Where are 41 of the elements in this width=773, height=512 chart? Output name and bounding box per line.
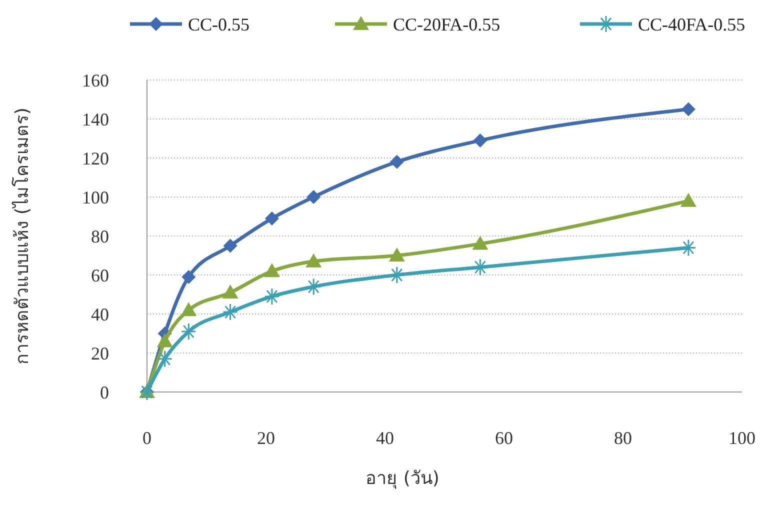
legend-label: CC-0.55 xyxy=(188,14,250,34)
point xyxy=(180,322,196,340)
x-tick-label: 60 xyxy=(495,428,513,448)
point xyxy=(264,211,279,226)
point xyxy=(306,278,322,296)
y-tick-label: 60 xyxy=(91,265,109,286)
y-tick-label: 20 xyxy=(91,343,109,364)
point xyxy=(390,154,404,169)
point xyxy=(222,284,238,299)
point xyxy=(180,302,197,316)
point xyxy=(264,263,280,278)
legend-label: CC-40FA-0.55 xyxy=(638,14,746,34)
y-tick-label: 120 xyxy=(82,148,109,168)
y-tick-label: 80 xyxy=(91,226,109,246)
point xyxy=(264,288,280,306)
point xyxy=(680,238,696,256)
y-tick-label: 0 xyxy=(100,382,109,402)
point xyxy=(680,192,696,207)
point xyxy=(306,253,322,268)
point xyxy=(681,102,696,116)
y-tick-label: 40 xyxy=(91,304,109,324)
x-axis-title: อายุ (วัน) xyxy=(366,468,440,489)
point xyxy=(223,238,238,253)
x-tick-label: 100 xyxy=(728,428,756,448)
y-tick-label: 160 xyxy=(82,70,109,90)
y-axis-title: การหดตัวแบบแห้ง (ไมโครเมตร) xyxy=(11,108,33,364)
x-tick-label: 0 xyxy=(142,428,152,448)
point xyxy=(222,303,238,321)
x-tick-label: 80 xyxy=(614,428,632,448)
y-tick-label: 140 xyxy=(82,109,109,130)
point xyxy=(472,236,488,250)
point xyxy=(156,333,173,348)
legend-label: CC-20FA-0.55 xyxy=(393,14,500,34)
point xyxy=(306,190,321,204)
point xyxy=(388,248,405,262)
point xyxy=(157,350,173,368)
x-tick-label: 40 xyxy=(376,428,394,448)
y-tick-label: 100 xyxy=(82,187,109,208)
point xyxy=(473,133,488,148)
x-tick-label: 20 xyxy=(257,428,275,448)
point xyxy=(182,270,196,284)
